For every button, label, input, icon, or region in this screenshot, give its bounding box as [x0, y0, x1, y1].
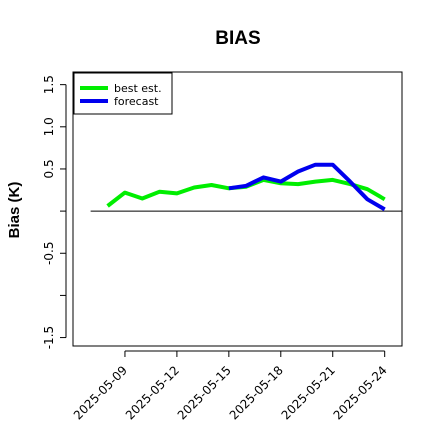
- y-tick-label: 1.5: [42, 75, 56, 94]
- x-tick-label: 2025-05-24: [331, 363, 390, 422]
- x-tick-label: 2025-05-21: [279, 363, 338, 422]
- x-tick-label: 2025-05-09: [71, 363, 130, 422]
- series-line-forecast: [228, 162, 386, 212]
- series-layer: [106, 162, 386, 212]
- x-tick-label: 2025-05-18: [227, 363, 286, 422]
- legend: best est. forecast: [73, 72, 173, 115]
- y-axis: -1.5 -0.5 0.5 1.0 1.5: [42, 75, 67, 349]
- chart-title: BIAS: [215, 28, 260, 49]
- legend-label-forecast: forecast: [114, 95, 159, 108]
- y-tick-label: 0.5: [42, 159, 56, 178]
- x-axis: 2025-05-092025-05-122025-05-152025-05-18…: [71, 350, 390, 422]
- y-axis-label: Bias (K): [6, 182, 23, 239]
- plot-frame: [72, 71, 403, 347]
- legend-label-best-est: best est.: [114, 82, 162, 95]
- y-tick-label: 1.0: [42, 117, 56, 136]
- legend-box: [73, 72, 173, 115]
- x-tick-label: 2025-05-12: [123, 363, 182, 422]
- y-tick-label: -1.5: [42, 326, 56, 349]
- x-tick-label: 2025-05-15: [175, 363, 234, 422]
- y-tick-label: -0.5: [42, 242, 56, 265]
